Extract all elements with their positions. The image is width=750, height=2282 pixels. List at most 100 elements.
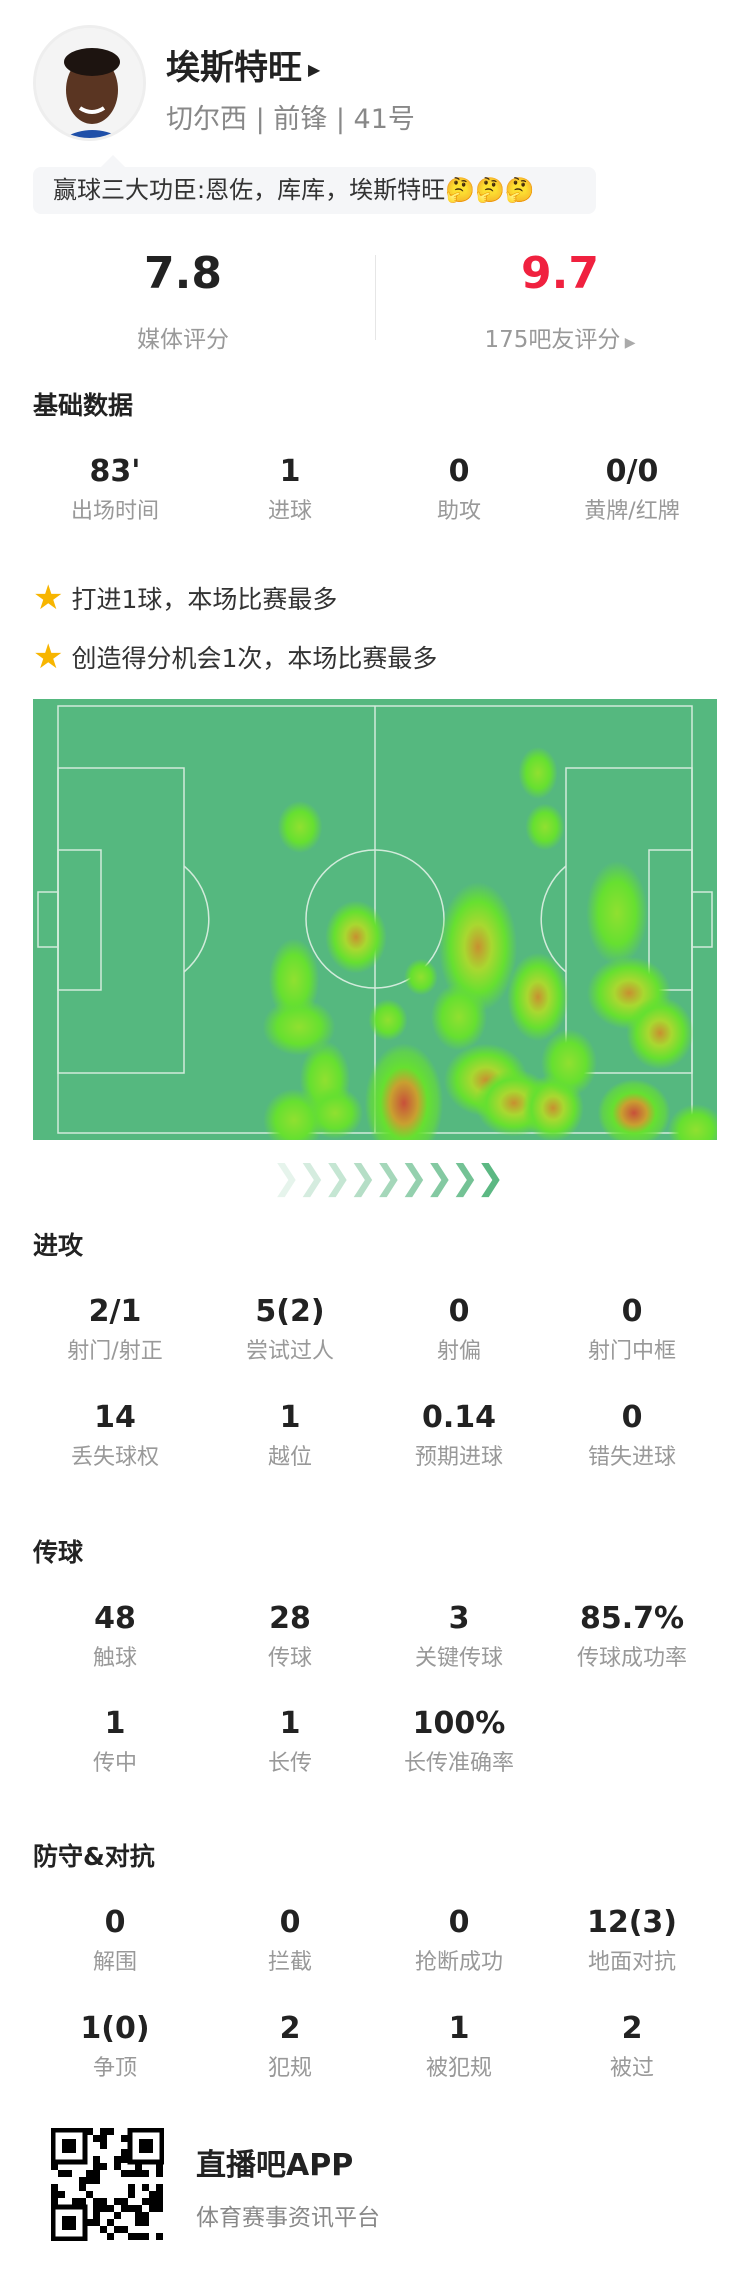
divider	[375, 255, 376, 340]
heat-spot	[364, 1043, 444, 1140]
heat-spot	[438, 882, 518, 1012]
section-title-basic: 基础数据	[33, 391, 134, 420]
heat-spot	[431, 983, 487, 1051]
caret-right-icon: ▶	[620, 335, 636, 351]
stat-value: 28	[269, 1601, 311, 1636]
passing-row-1: 48 触球 28 传球 3 关键传球 85.7% 传球成功率	[0, 1600, 750, 1680]
heat-spot	[368, 999, 408, 1041]
media-score: 7.8	[144, 248, 222, 299]
stat-goals: 1 进球	[190, 453, 390, 525]
stat-cell: 28 传球	[190, 1600, 390, 1672]
qr-code	[50, 2127, 165, 2242]
passing-row-2: 1 传中 1 长传 100% 长传准确率	[0, 1705, 750, 1785]
stat-label: 抢断成功	[414, 1950, 503, 1975]
section-title-attack: 进攻	[33, 1231, 84, 1260]
caret-right-icon: ▶	[308, 60, 321, 79]
stat-value: 1	[279, 1400, 301, 1435]
stat-value: 1(0)	[80, 2011, 150, 2046]
comment-bubble: 赢球三大功臣:恩佐，库库，埃斯特旺🤔🤔🤔	[33, 155, 596, 214]
stat-label: 错失进球	[587, 1445, 676, 1470]
stat-value: 2/1	[88, 1294, 142, 1329]
media-score-label: 媒体评分	[137, 327, 229, 353]
stat-label: 传球成功率	[576, 1646, 687, 1671]
highlight-text: 创造得分机会1次，本场比赛最多	[71, 644, 438, 673]
stat-value: 48	[94, 1601, 136, 1636]
chevron-right-icon: ❯	[297, 1158, 327, 1198]
stat-label: 越位	[267, 1445, 312, 1470]
stat-value: 3	[448, 1601, 470, 1636]
stat-label: 丢失球权	[70, 1445, 159, 1470]
heat-spot	[586, 861, 648, 965]
stat-cell: 0 射偏	[359, 1293, 559, 1365]
stat-value: 12(3)	[586, 1905, 678, 1940]
stat-cell: 0 拦截	[190, 1904, 390, 1976]
heat-spot	[263, 1088, 325, 1140]
stat-value: 1	[104, 1706, 126, 1741]
stat-cell: 14 丢失球权	[15, 1399, 215, 1471]
attack-row-2: 14 丢失球权 1 越位 0.14 预期进球 0 错失进球	[0, 1399, 750, 1479]
chevron-right-icon: ❯	[374, 1158, 403, 1198]
section-title-defense: 防守&对抗	[33, 1842, 155, 1871]
stat-label: 传球	[267, 1646, 312, 1671]
stat-label: 进球	[267, 499, 312, 524]
app-tagline: 体育赛事资讯平台	[196, 2205, 380, 2231]
heat-spot	[626, 996, 694, 1070]
stat-label: 黄牌/红牌	[584, 499, 680, 524]
heatmap-pitch	[33, 699, 717, 1140]
stat-label: 地面对抗	[587, 1950, 676, 1975]
stat-value: 0/0	[605, 454, 659, 489]
player-avatar[interactable]	[33, 25, 146, 141]
stat-value: 85.7%	[579, 1601, 685, 1636]
stat-label: 争顶	[92, 2056, 137, 2081]
stat-value: 0	[448, 454, 470, 489]
stat-cell: 2/1 射门/射正	[15, 1293, 215, 1365]
stat-assists: 0 助攻	[359, 453, 559, 525]
fan-score: 9.7	[521, 248, 599, 299]
stat-value: 1	[448, 2011, 470, 2046]
stat-cell: 85.7% 传球成功率	[532, 1600, 732, 1672]
stat-label: 尝试过人	[245, 1339, 334, 1364]
stat-value: 0	[279, 1905, 301, 1940]
stat-label: 解围	[92, 1950, 137, 1975]
heat-spot	[597, 1079, 671, 1140]
chevron-right-icon: ❯	[450, 1158, 480, 1198]
heat-spot	[277, 801, 323, 853]
stat-value: 0.14	[421, 1400, 497, 1435]
stat-label: 助攻	[436, 499, 481, 524]
stat-value: 83'	[89, 454, 141, 489]
stat-value: 0	[104, 1905, 126, 1940]
heat-spot	[307, 1087, 363, 1139]
stat-cell: 1(0) 争顶	[15, 2010, 215, 2082]
defense-row-2: 1(0) 争顶 2 犯规 1 被犯规 2 被过	[0, 2010, 750, 2090]
chevron-right-icon: ❯	[425, 1158, 454, 1198]
stat-value: 0	[448, 1294, 470, 1329]
stat-minutes: 83' 出场时间	[15, 453, 215, 525]
stat-label: 长传	[267, 1751, 312, 1776]
stat-cell: 0 抢断成功	[359, 1904, 559, 1976]
stat-value: 5(2)	[255, 1294, 325, 1329]
stat-label: 射门中框	[587, 1339, 676, 1364]
stat-value: 2	[621, 2011, 643, 2046]
highlight-item: ★ 创造得分机会1次，本场比赛最多	[33, 639, 437, 675]
stat-cell: 1 越位	[190, 1399, 390, 1471]
app-name: 直播吧APP	[196, 2148, 354, 2183]
stat-value: 100%	[412, 1706, 506, 1741]
stat-cell: 12(3) 地面对抗	[532, 1904, 732, 1976]
stat-label: 被犯规	[425, 2056, 492, 2081]
stat-label: 触球	[92, 1646, 137, 1671]
stat-cell: 2 犯规	[190, 2010, 390, 2082]
stat-label: 犯规	[267, 2056, 312, 2081]
stat-value: 1	[279, 1706, 301, 1741]
stat-label: 射偏	[436, 1339, 481, 1364]
chevron-right-icon: ❯	[272, 1158, 301, 1198]
basic-stats-row: 83' 出场时间 1 进球 0 助攻 0/0 黄牌/红牌	[0, 453, 750, 533]
stat-cell: 5(2) 尝试过人	[190, 1293, 390, 1365]
heat-spot	[262, 998, 336, 1056]
stat-cell: 0 解围	[15, 1904, 215, 1976]
player-name[interactable]: 埃斯特旺 ▶	[166, 40, 320, 89]
fan-score-link[interactable]: 175吧友评分 ▶	[430, 320, 690, 354]
stat-label: 射门/射正	[67, 1339, 163, 1364]
heat-spot	[507, 952, 569, 1042]
heat-spot	[325, 900, 387, 974]
heat-spot	[518, 747, 558, 799]
